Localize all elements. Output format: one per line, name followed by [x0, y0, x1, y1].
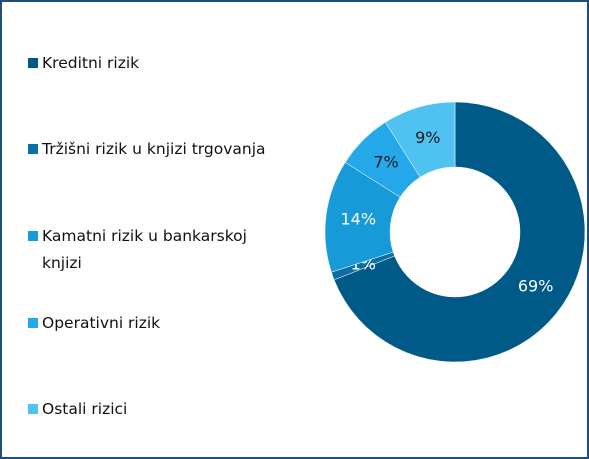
legend-swatch	[28, 231, 38, 241]
data-label: 9%	[415, 128, 440, 147]
legend-label: Tržišni rizik u knjizi trgovanja	[42, 140, 266, 158]
legend-item: Operativni rizik	[28, 310, 290, 337]
legend-swatch	[28, 58, 38, 68]
legend-item: Tržišni rizik u knjizi trgovanja	[28, 136, 290, 163]
donut-slice	[384, 101, 456, 178]
data-label: 69%	[518, 276, 554, 295]
legend-label: Kreditni rizik	[42, 54, 140, 72]
donut-slice	[333, 101, 586, 363]
legend-item: Kamatni rizik u bankarskoj knjizi	[28, 223, 290, 277]
legend-swatch	[28, 318, 38, 328]
legend-label: Kamatni rizik u bankarskoj knjizi	[42, 227, 247, 272]
legend-swatch	[28, 404, 38, 414]
legend-swatch	[28, 144, 38, 154]
legend-label: Operativni rizik	[42, 314, 161, 332]
legend-label: Ostali rizici	[42, 400, 128, 418]
data-label: 14%	[340, 209, 376, 228]
data-label: 7%	[373, 153, 398, 172]
legend-item: Kreditni rizik	[28, 50, 290, 77]
legend-item: Ostali rizici	[28, 396, 290, 423]
